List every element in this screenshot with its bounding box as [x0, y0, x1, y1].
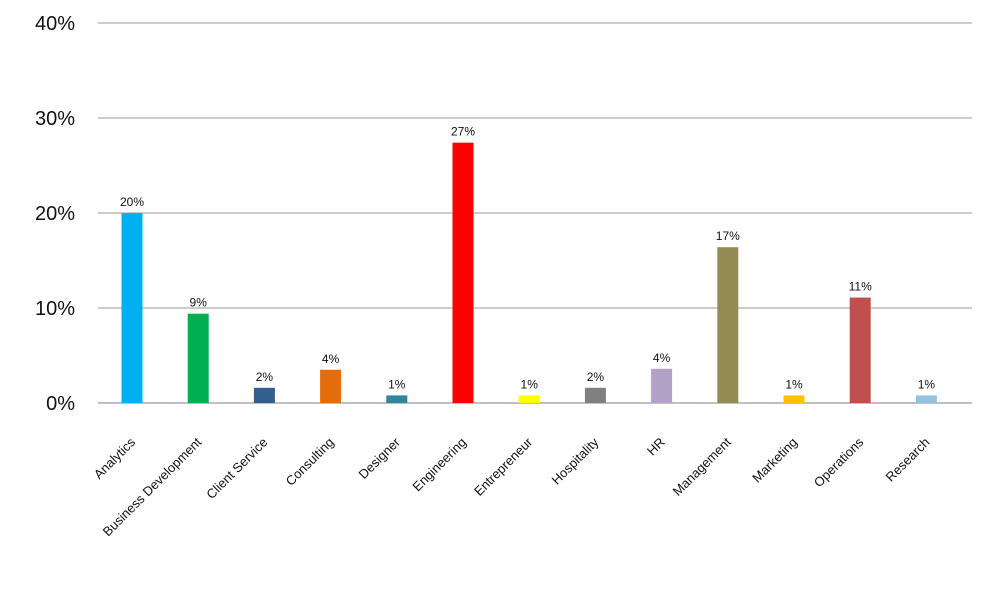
bar-hospitality [584, 387, 606, 403]
bar-client-service [253, 387, 275, 403]
data-label: 11% [849, 280, 872, 294]
x-tick-label: Engineering [409, 435, 469, 495]
bar-hr [651, 368, 673, 403]
data-label: 9% [190, 296, 208, 310]
x-tick-label: Marketing [749, 435, 800, 486]
x-tick-label: Research [883, 435, 933, 485]
y-tick-label: 40% [35, 13, 75, 35]
data-labels: 20% 9% 2% 4% 1% 27% 1% 2% 4% 17% 1% 11% 1% [120, 125, 935, 392]
y-tick-label: 20% [35, 203, 75, 225]
x-tick-label: Client Service [203, 435, 270, 502]
x-tick-label: Consulting [283, 435, 337, 489]
y-axis-ticks: 0% 10% 20% 30% 40% [35, 13, 75, 415]
bar-entrepreneur [518, 395, 540, 403]
x-tick-label: Analytics [91, 434, 139, 482]
bar-management [717, 247, 739, 403]
data-label: 1% [388, 377, 406, 391]
data-label: 20% [120, 195, 144, 209]
data-label: 4% [653, 351, 671, 365]
x-tick-label: Management [670, 434, 735, 499]
bar-consulting [320, 369, 342, 403]
data-label: 27% [451, 125, 475, 139]
data-label: 2% [587, 370, 605, 384]
bar-marketing [783, 395, 805, 403]
y-tick-label: 30% [35, 108, 75, 130]
data-label: 17% [716, 229, 740, 243]
x-tick-label: Operations [811, 434, 867, 490]
gridlines [98, 22, 972, 404]
data-label: 1% [521, 377, 539, 391]
bar-analytics [121, 213, 143, 403]
bar-research [915, 395, 937, 403]
bar-business-development [187, 313, 209, 403]
data-label: 1% [785, 377, 803, 391]
x-tick-label: Hospitality [549, 434, 602, 487]
x-tick-label: Designer [356, 434, 404, 482]
x-tick-label: Entrepreneur [471, 434, 536, 499]
data-label: 4% [322, 352, 340, 366]
bars [121, 142, 937, 403]
bar-designer [386, 395, 408, 403]
data-label: 1% [918, 377, 936, 391]
y-tick-label: 10% [35, 298, 75, 320]
bar-engineering [452, 142, 474, 403]
data-label: 2% [256, 370, 274, 384]
x-tick-label: HR [644, 435, 668, 459]
y-tick-label: 0% [46, 393, 75, 415]
bar-operations [849, 297, 871, 403]
